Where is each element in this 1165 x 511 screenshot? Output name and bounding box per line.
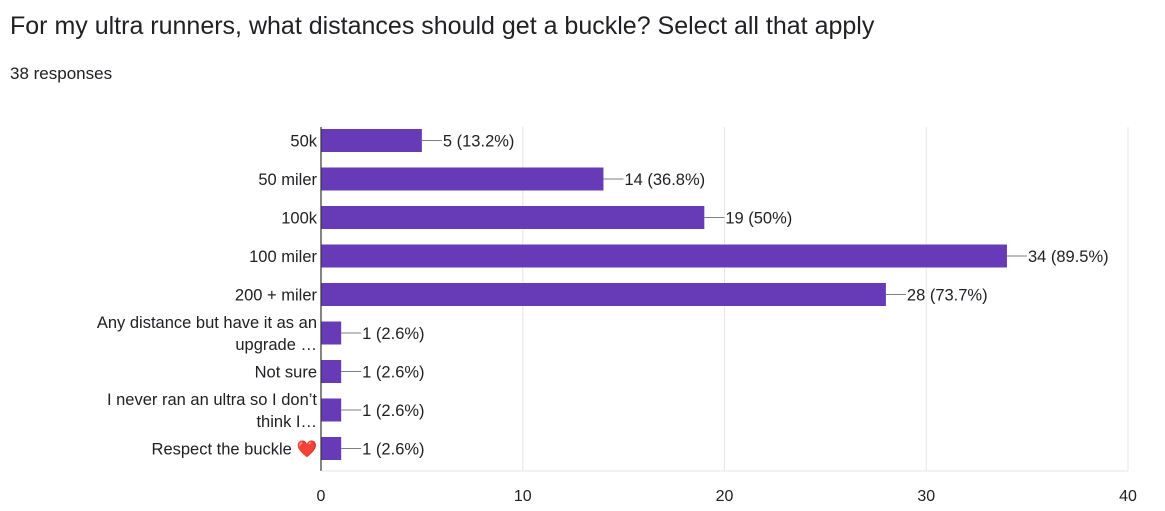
data-label: 28 (73.7%) [907,287,988,305]
bar [321,360,342,383]
bar [321,321,342,345]
category-label: upgrade … [235,336,317,354]
question-title: For my ultra runners, what distances sho… [10,12,875,40]
data-label: 14 (36.8%) [624,171,705,189]
data-label: 5 (13.2%) [443,133,515,151]
category-label: 50 miler [258,171,317,189]
bar [321,437,342,460]
category-label: think I… [256,413,317,431]
x-tick-label: 10 [514,488,532,505]
category-label: I never ran an ultra so I don’t [107,391,317,409]
category-label: Any distance but have it as an [97,314,317,332]
data-label: 19 (50%) [725,210,792,228]
x-tick-label: 40 [1119,488,1137,505]
category-label: 100 miler [249,248,317,266]
data-label: 34 (89.5%) [1028,248,1109,266]
x-tick-label: 0 [317,488,326,505]
data-label: 1 (2.6%) [362,402,424,420]
x-tick-label: 30 [917,488,935,505]
bar [321,398,342,422]
data-label: 1 (2.6%) [362,325,424,343]
bar [321,167,604,191]
bar [321,244,1007,268]
category-label: 200 + miler [235,287,318,305]
response-count: 38 responses [10,64,113,83]
category-label: Respect the buckle ❤️ [152,440,318,459]
category-label: Not sure [255,364,317,382]
bar [321,206,705,229]
bar [321,129,422,152]
category-label: 100k [281,210,318,228]
x-tick-label: 20 [716,488,734,505]
category-label: 50k [290,133,317,151]
data-label: 1 (2.6%) [362,364,424,382]
bar [321,283,886,306]
data-label: 1 (2.6%) [362,441,424,459]
